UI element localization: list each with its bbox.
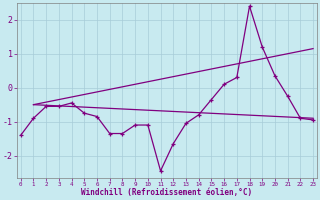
- X-axis label: Windchill (Refroidissement éolien,°C): Windchill (Refroidissement éolien,°C): [81, 188, 252, 197]
